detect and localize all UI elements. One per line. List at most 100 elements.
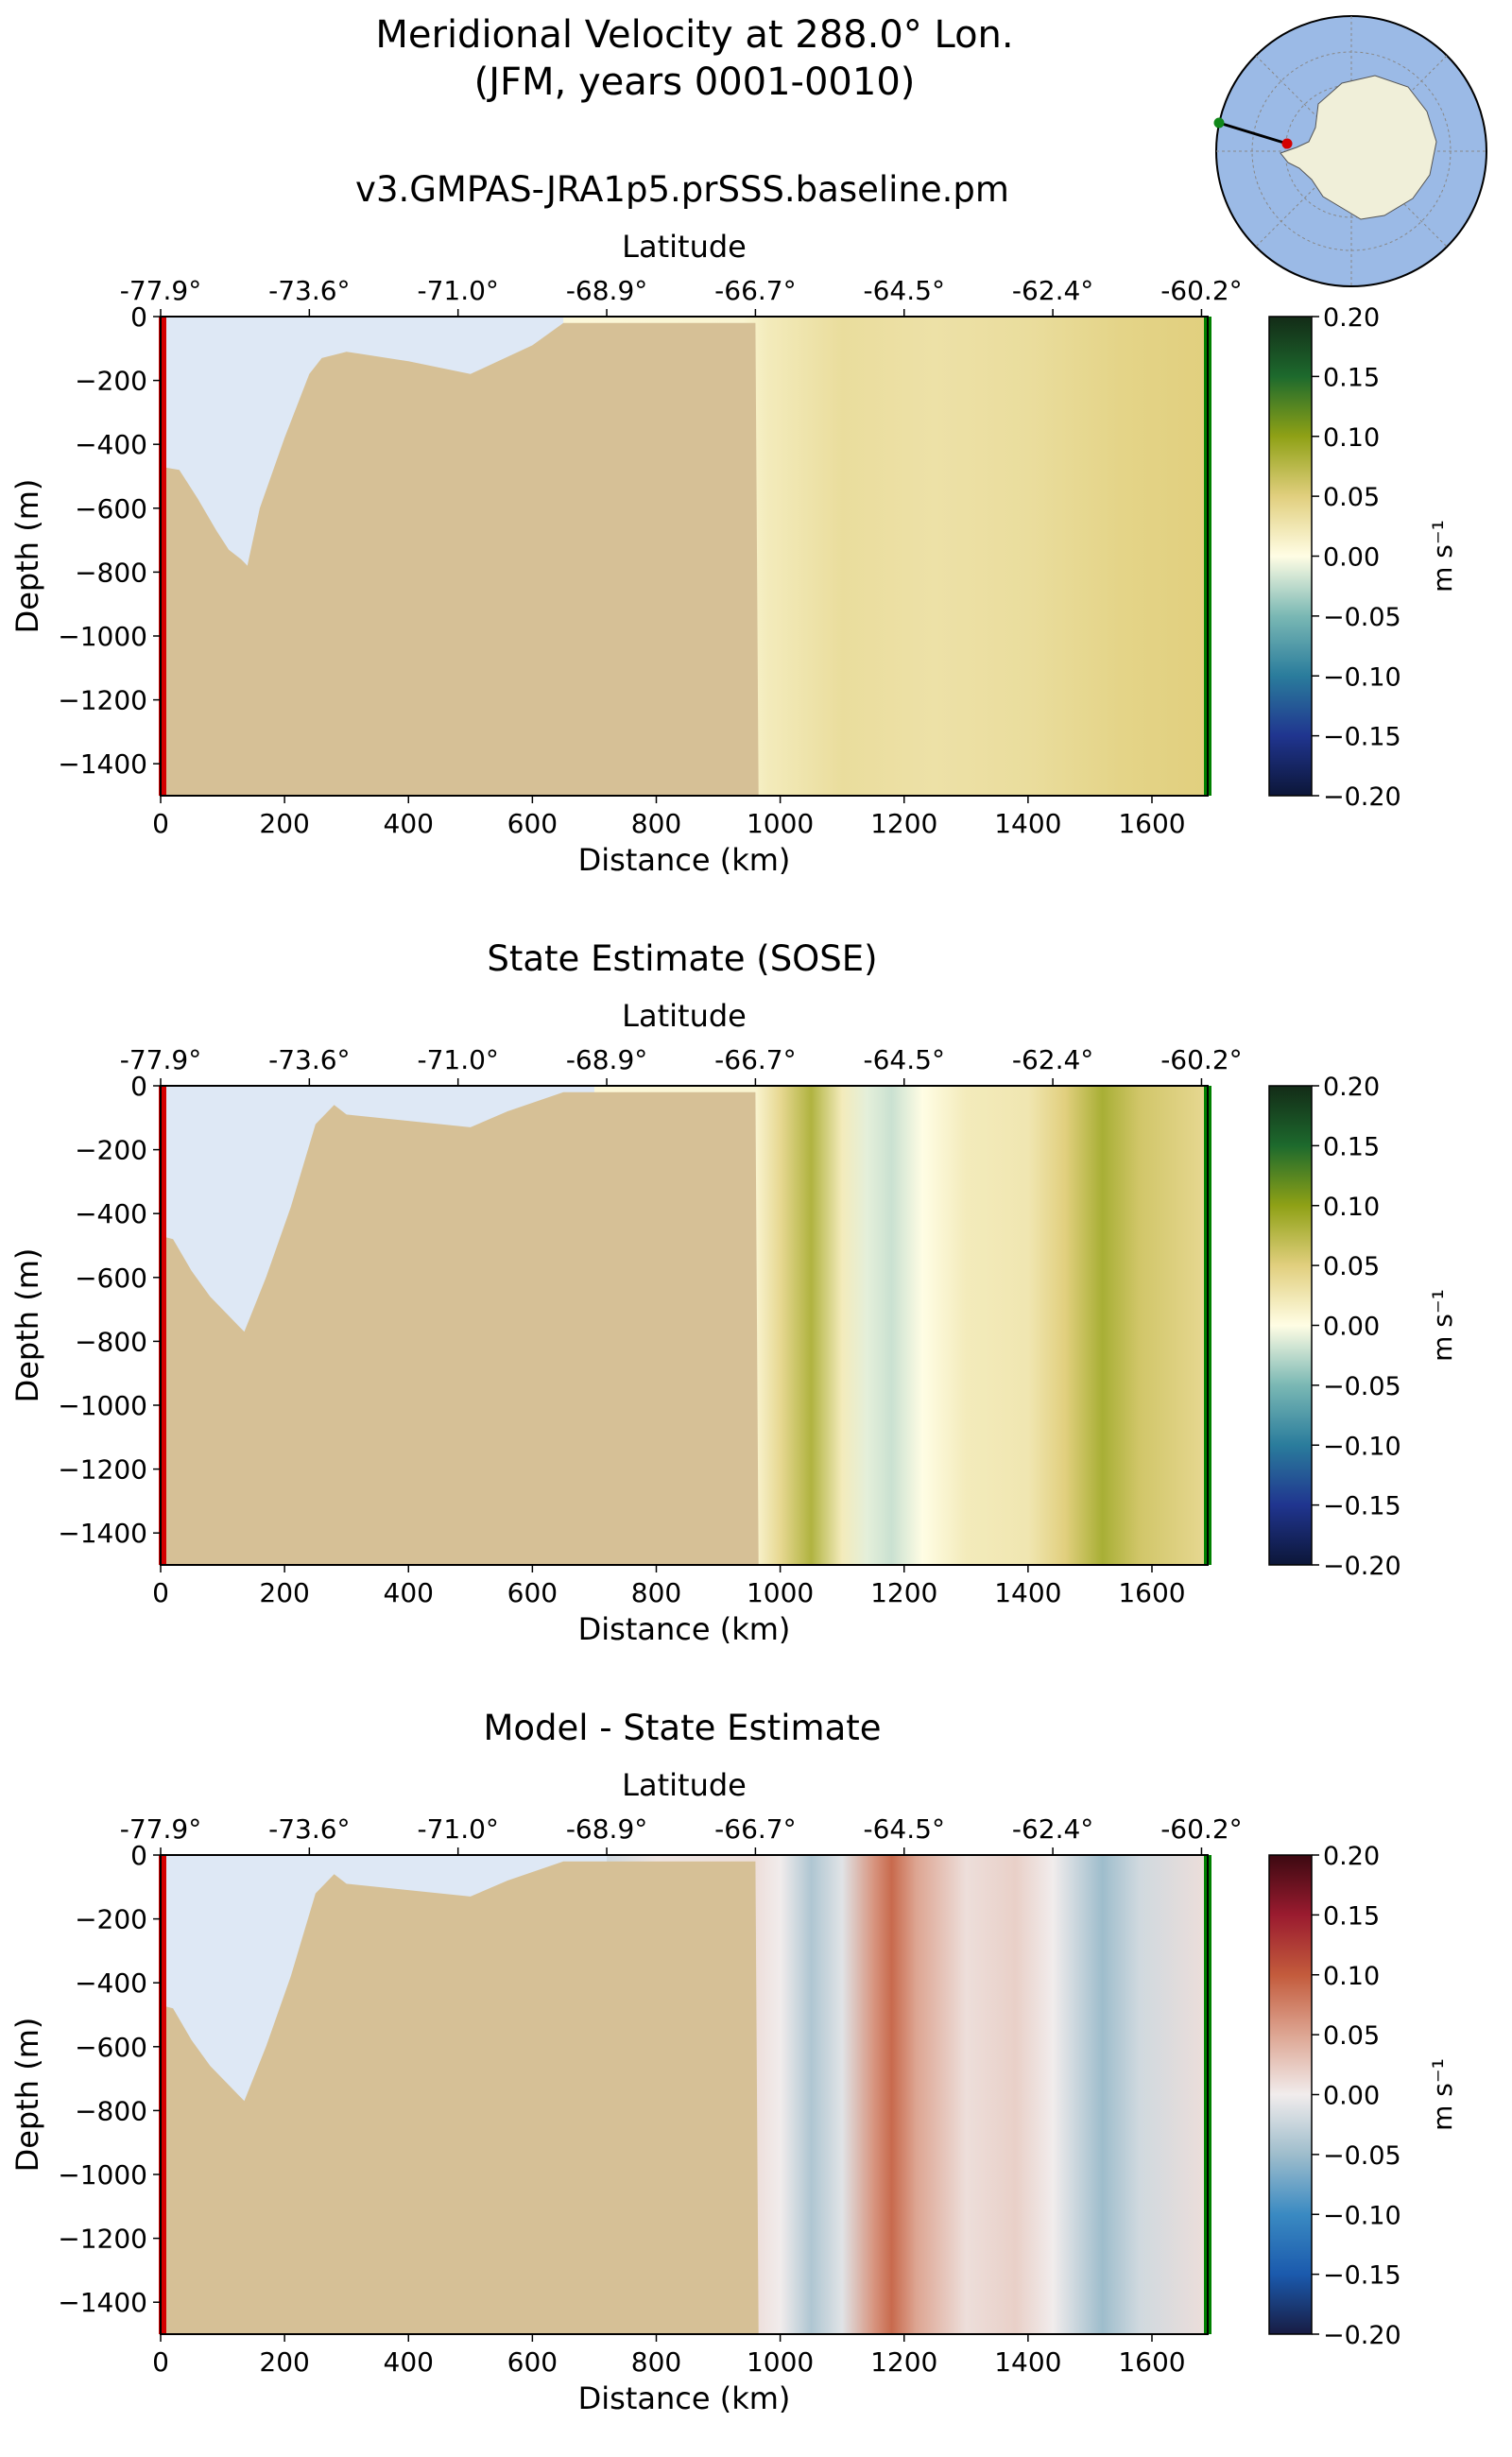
colorbar-tick-label: −0.15 <box>1323 723 1401 752</box>
lat-tick-label: -64.5° <box>864 1044 945 1075</box>
x-axis-label: Distance (km) <box>578 842 791 878</box>
panel-1: v3.GMPAS-JRA1p5.prSSS.baseline.pm 0 200 400… <box>9 169 1458 878</box>
colorbar-label: m s⁻¹ <box>1427 1289 1458 1362</box>
lat-tick-label: -73.6° <box>268 275 350 306</box>
x-tick-label: 1200 <box>870 1577 937 1608</box>
colorbar-tick-label: −0.10 <box>1323 662 1401 692</box>
figure-title-line2: (JFM, years 0001-0010) <box>473 60 916 104</box>
colorbar-tick-label: −0.10 <box>1323 2201 1401 2230</box>
section-start-marker <box>159 1855 166 2334</box>
inset-section-line <box>1218 121 1288 146</box>
panel-title: State Estimate (SOSE) <box>487 938 877 979</box>
lat-tick-label: -73.6° <box>268 1813 350 1845</box>
y-tick-label: −1400 <box>58 2287 147 2318</box>
y-tick-label: 0 <box>130 301 147 333</box>
x-tick-label: 1200 <box>870 808 937 839</box>
inset-antarctica <box>1280 75 1437 220</box>
colorbar-tick-label: 0.15 <box>1323 363 1380 392</box>
colorbar-tick-label: 0.20 <box>1323 1842 1380 1871</box>
x-tick-label: 0 <box>152 2346 169 2378</box>
y-tick-label: −1000 <box>58 1390 147 1421</box>
colorbar-tick-label: 0.10 <box>1323 1962 1380 1991</box>
y-axis-label: Depth (m) <box>9 2018 45 2173</box>
lat-tick-label: -66.7° <box>714 1813 796 1845</box>
colorbar-tick-label: −0.20 <box>1323 782 1401 812</box>
y-tick-label: −400 <box>75 1967 147 1999</box>
y-tick-label: 0 <box>130 1840 147 1871</box>
colorbar-tick-label: −0.20 <box>1323 1552 1401 1581</box>
axes-frame <box>160 1854 1209 2335</box>
y-tick-label: −800 <box>75 1326 147 1357</box>
y-tick-label: −600 <box>75 493 147 524</box>
lat-tick-label: -71.0° <box>417 1044 498 1075</box>
lat-tick-label: -77.9° <box>120 1044 201 1075</box>
lat-tick-label: -77.9° <box>120 275 201 306</box>
x-tick-label: 600 <box>507 2346 558 2378</box>
colorbar-tick-label: 0.15 <box>1323 1132 1380 1161</box>
panel-3: Model - State Estimate 0 200 400 600 800 1000 1… <box>9 1708 1458 2416</box>
colorbar-tick-label: −0.05 <box>1323 2141 1401 2171</box>
x-tick-label: 0 <box>152 808 169 839</box>
y-tick-label: −1000 <box>58 621 147 652</box>
bathymetry-land <box>161 322 759 796</box>
lat-tick-label: -77.9° <box>120 1813 201 1845</box>
colorbar-tick-label: 0.10 <box>1323 423 1380 453</box>
colorbar-label: m s⁻¹ <box>1427 520 1458 593</box>
colorbar-tick-label: −0.05 <box>1323 1372 1401 1401</box>
figure-title-line1: Meridional Velocity at 288.0° Lon. <box>375 13 1014 57</box>
y-tick-label: −400 <box>75 1198 147 1229</box>
x-tick-label: 400 <box>384 808 434 839</box>
x-tick-label: 200 <box>259 2346 309 2378</box>
colorbar-tick-label: 0.15 <box>1323 1901 1380 1931</box>
colorbar-tick-label: 0.00 <box>1323 2082 1380 2111</box>
y-tick-label: −1200 <box>58 685 147 716</box>
x-tick-label: 1000 <box>747 808 814 839</box>
x-axis-label: Distance (km) <box>578 1611 791 1647</box>
lat-tick-label: -64.5° <box>864 1813 945 1845</box>
panel-title: v3.GMPAS-JRA1p5.prSSS.baseline.pm <box>355 169 1009 210</box>
colorbar-tick-label: 0.20 <box>1323 303 1380 333</box>
x-tick-label: 0 <box>152 1577 169 1608</box>
colorbar-tick-label: −0.10 <box>1323 1432 1401 1461</box>
axes-frame <box>160 316 1209 797</box>
panel-2: State Estimate (SOSE) 0 200 400 600 800 1000 12… <box>9 938 1458 1647</box>
bathymetry-land <box>161 1861 759 2334</box>
colorbar-tick-label: −0.15 <box>1323 2261 1401 2291</box>
lat-tick-label: -62.4° <box>1012 1044 1093 1075</box>
lat-tick-label: -68.9° <box>566 1813 647 1845</box>
colorbar-tick-label: 0.20 <box>1323 1073 1380 1102</box>
colorbar-tick-label: −0.20 <box>1323 2321 1401 2350</box>
x-tick-label: 1200 <box>870 2346 937 2378</box>
colorbar-tick-label: 0.00 <box>1323 1313 1380 1342</box>
y-tick-label: −200 <box>75 1135 147 1166</box>
x-tick-label: 1600 <box>1118 808 1185 839</box>
lat-tick-label: -66.7° <box>714 1044 796 1075</box>
x-tick-label: 1400 <box>994 2346 1061 2378</box>
y-axis-label: Depth (m) <box>9 1248 45 1403</box>
top-axis-label: Latitude <box>622 1767 747 1803</box>
inset-start-dot <box>1281 138 1293 149</box>
colorbar <box>1268 1854 1313 2335</box>
lat-tick-label: -66.7° <box>714 275 796 306</box>
antarctica-locator-map-icon <box>1213 15 1487 287</box>
section-start-marker <box>159 1086 166 1565</box>
colorbar-tick-label: 0.10 <box>1323 1193 1380 1222</box>
x-axis-label: Distance (km) <box>578 2380 791 2416</box>
y-tick-label: −800 <box>75 2095 147 2126</box>
x-tick-label: 1000 <box>747 1577 814 1608</box>
lat-tick-label: -62.4° <box>1012 1813 1093 1845</box>
section-start-marker <box>159 317 166 796</box>
y-tick-label: −800 <box>75 557 147 588</box>
colorbar-tick-label: 0.05 <box>1323 483 1380 512</box>
lat-tick-label: -71.0° <box>417 1813 498 1845</box>
y-tick-label: −1400 <box>58 1518 147 1549</box>
lat-tick-label: -64.5° <box>864 275 945 306</box>
y-tick-label: −200 <box>75 1904 147 1935</box>
bathymetry-land <box>161 1091 759 1565</box>
x-tick-label: 1400 <box>994 1577 1061 1608</box>
lat-tick-label: -60.2° <box>1160 1813 1242 1845</box>
colorbar <box>1268 1085 1313 1566</box>
colorbar-tick-label: 0.05 <box>1323 1252 1380 1281</box>
x-tick-label: 1600 <box>1118 2346 1185 2378</box>
